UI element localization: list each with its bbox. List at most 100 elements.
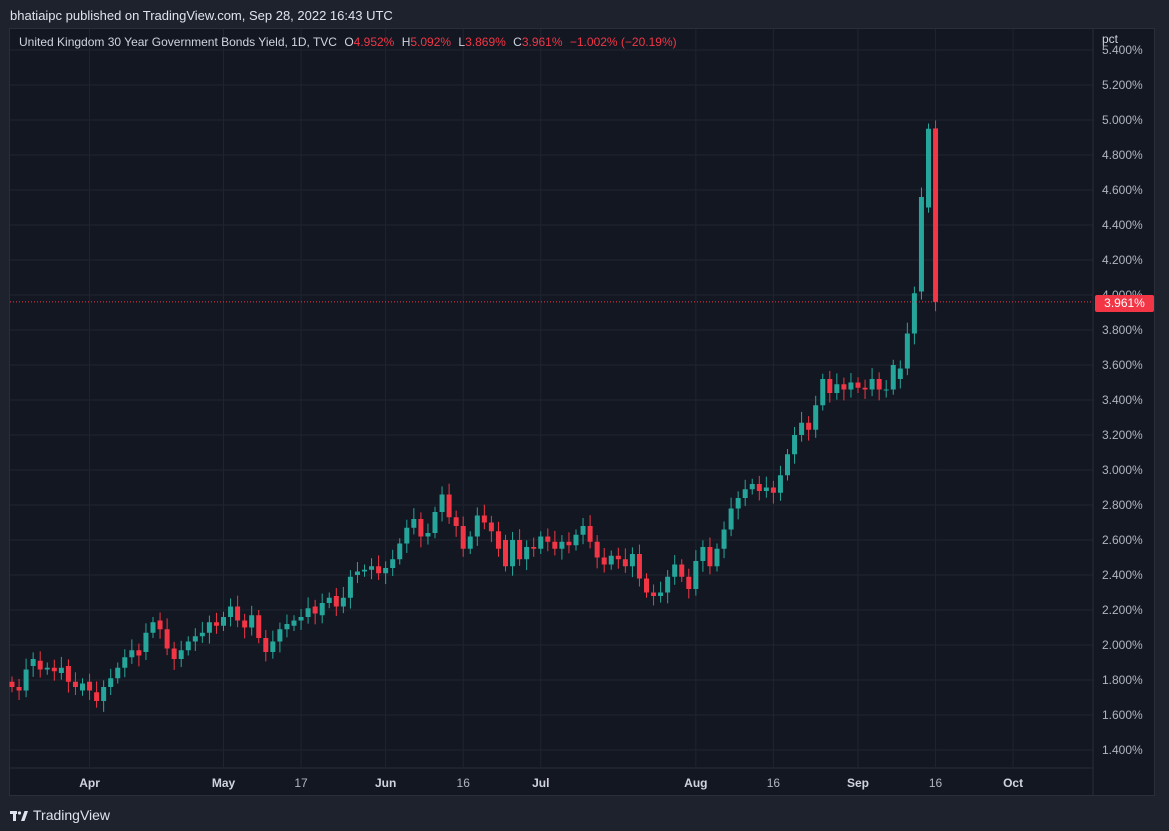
- candle-body: [813, 405, 819, 430]
- candle-body: [721, 529, 727, 549]
- candle-body: [904, 333, 910, 369]
- candle-body: [538, 536, 544, 549]
- candle-body: [390, 559, 396, 568]
- candle-body: [926, 128, 931, 208]
- candle-body: [763, 487, 769, 491]
- candle-body: [23, 669, 29, 691]
- candle-body: [30, 659, 36, 666]
- candle-body: [80, 683, 85, 691]
- candle-body: [411, 519, 417, 528]
- candle-body: [263, 638, 269, 652]
- open-key: O: [344, 35, 354, 49]
- candle-body: [700, 547, 706, 561]
- y-tick-label: 1.600%: [1102, 708, 1143, 722]
- bottom-bar: [0, 798, 1169, 831]
- candle-body: [242, 620, 248, 628]
- y-tick-label: 3.400%: [1102, 393, 1143, 407]
- candle-body: [376, 566, 382, 574]
- change-value: −1.002% (−20.19%): [569, 35, 677, 49]
- candle-body: [65, 666, 71, 682]
- candle-body: [453, 517, 459, 526]
- symbol-title[interactable]: United Kingdom 30 Year Government Bonds …: [19, 35, 337, 49]
- candle-body: [890, 365, 896, 390]
- candle-body: [362, 569, 367, 572]
- candle-body: [841, 384, 847, 390]
- y-tick-label: 3.000%: [1102, 463, 1143, 477]
- y-tick-label: 4.600%: [1102, 183, 1143, 197]
- candle-body: [171, 648, 177, 659]
- x-tick-label: May: [212, 776, 236, 790]
- low-value: 3.869%: [465, 35, 506, 49]
- y-tick-label: 2.600%: [1102, 533, 1143, 547]
- axis-unit: pct: [1102, 32, 1119, 46]
- candle-body: [432, 512, 438, 533]
- tradingview-brand: TradingView: [33, 807, 111, 823]
- candle-body: [129, 650, 135, 658]
- candle-body: [785, 454, 790, 476]
- candle-body: [354, 571, 360, 575]
- candle-body: [848, 382, 854, 390]
- candle-body: [636, 554, 642, 579]
- y-tick-label: 5.400%: [1102, 43, 1143, 57]
- y-tick-label: 1.400%: [1102, 743, 1143, 757]
- candle-body: [799, 422, 805, 435]
- candle-body: [319, 603, 325, 616]
- candle-body: [531, 547, 537, 549]
- candle-body: [615, 555, 621, 560]
- candle-body: [510, 540, 516, 567]
- y-tick-label: 2.400%: [1102, 568, 1143, 582]
- candle-body: [439, 494, 445, 512]
- candle-body: [467, 536, 473, 549]
- tradingview-logo[interactable]: TradingView: [10, 807, 110, 823]
- y-tick-label: 2.000%: [1102, 638, 1143, 652]
- candle-body: [178, 650, 184, 659]
- candle-body: [305, 608, 311, 617]
- candle-body: [735, 498, 741, 509]
- candle-body: [742, 489, 748, 498]
- y-tick-label: 3.200%: [1102, 428, 1143, 442]
- y-tick-label: 4.400%: [1102, 218, 1143, 232]
- candle-body: [524, 547, 530, 560]
- candle-body: [756, 484, 762, 491]
- candle-body: [933, 128, 939, 302]
- x-tick-label: 16: [457, 776, 471, 790]
- candle-body: [185, 641, 191, 651]
- x-tick-label: Aug: [684, 776, 707, 790]
- candle-body: [87, 681, 93, 691]
- candle-body: [714, 548, 720, 567]
- candle-body: [672, 564, 678, 577]
- candle-body: [629, 554, 635, 567]
- candle-body: [108, 678, 114, 687]
- publisher-text: bhatiaipc published on TradingView.com, …: [10, 8, 393, 23]
- y-tick-label: 1.800%: [1102, 673, 1143, 687]
- candle-body: [298, 617, 304, 621]
- candle-body: [143, 632, 149, 652]
- candle-body: [326, 597, 332, 603]
- candle-body: [707, 547, 713, 567]
- candle-body: [383, 568, 389, 574]
- candle-body: [277, 629, 283, 642]
- candle-body: [792, 435, 798, 455]
- top-bar: bhatiaipc published on TradingView.com, …: [0, 0, 1169, 30]
- x-tick-label: 17: [294, 776, 308, 790]
- candle-body: [876, 379, 882, 390]
- candle-body: [777, 475, 783, 493]
- close-key: C: [513, 35, 522, 49]
- candle-body: [291, 620, 297, 626]
- candle-body: [495, 531, 501, 549]
- candle-body: [806, 422, 812, 430]
- candle-body: [58, 667, 64, 673]
- candle-body: [573, 534, 579, 546]
- low-key: L: [458, 35, 466, 49]
- candle-body: [164, 629, 170, 649]
- x-tick-label: 16: [929, 776, 943, 790]
- candle-body: [911, 293, 917, 334]
- candle-body: [601, 557, 607, 565]
- candle-body: [644, 578, 649, 593]
- x-tick-label: Jun: [375, 776, 396, 790]
- y-tick-label: 2.800%: [1102, 498, 1143, 512]
- candle-body: [545, 536, 551, 542]
- candle-body: [37, 660, 43, 670]
- x-tick-label: 16: [767, 776, 781, 790]
